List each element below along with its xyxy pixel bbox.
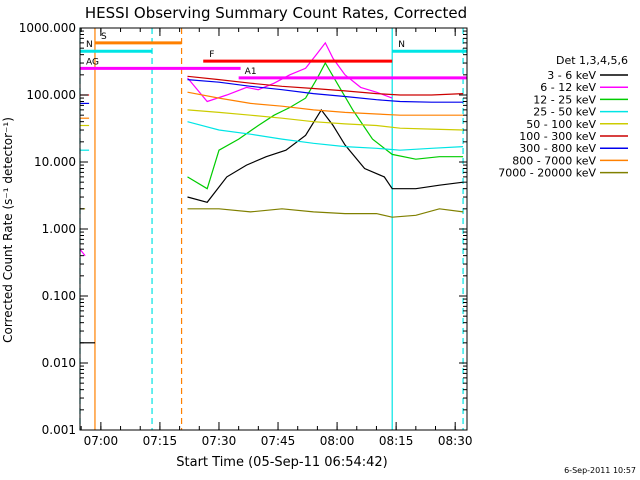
footer-date: 6-Sep-2011 10:57 [564,466,636,475]
annotation-label-ag-4: AG [86,57,99,67]
legend-title: Det 1,3,4,5,6 [556,54,628,67]
legend-label-1: 6 - 12 keV [540,81,596,94]
x-tick-label-4: 08:00 [320,434,355,448]
series-line-0-1 [187,108,464,203]
y-tick-label-4: 0.100 [42,289,76,303]
x-tick-label-0: 07:00 [84,434,119,448]
legend-label-2: 12 - 25 keV [533,93,596,106]
x-tick-label-5: 08:15 [379,434,414,448]
legend-label-4: 50 - 100 keV [526,118,596,131]
series-line-2-0 [187,61,464,190]
annotation-label-n-1: N [86,40,93,50]
y-tick-label-2: 10.000 [34,155,76,169]
legend-label-7: 800 - 7000 keV [512,154,596,167]
annotation-label-a1-5: A1 [245,67,257,77]
y-tick-label-5: 0.010 [42,356,76,370]
annotation-label-n-2: N [398,40,405,50]
series-line-8-1 [187,208,464,218]
legend-label-6: 300 - 800 keV [519,142,596,155]
series-line-1-1 [187,41,393,103]
series-line-1-0 [79,248,86,257]
x-tick-label-6: 08:30 [438,434,473,448]
annotation-label-s-0: S [101,32,107,42]
y-tick-label-3: 1.000 [42,222,76,236]
series-line-3-1 [187,121,464,151]
axes: 1000.000 100.000 10.000 1.000 0.100 0.010 0.00… [19,21,473,448]
legend-label-0: 3 - 6 keV [547,69,596,82]
y-tick-label-0: 1000.000 [19,21,76,35]
chart-title: HESSI Observing Summary Count Rates, Cor… [85,4,467,22]
series-layer [79,41,464,344]
legend-label-5: 100 - 300 keV [519,130,596,143]
x-axis-label: Start Time (05-Sep-11 06:54:42) [176,455,387,470]
y-axis-label: Corrected Count Rate (s⁻¹ detector⁻¹) [1,117,15,343]
annotation-label-f-3: F [209,50,214,60]
x-tick-label-3: 07:45 [261,434,296,448]
x-tick-label-1: 07:15 [143,434,178,448]
series-line-5-1 [187,75,464,96]
series-line-4-1 [187,109,464,131]
y-tick-label-6: 0.001 [42,423,76,437]
series-line-7-1 [187,91,464,116]
y-tick-label-1: 100.000 [26,88,76,102]
legend-label-3: 25 - 50 keV [533,106,596,119]
legend-label-8: 7000 - 20000 keV [498,167,596,180]
series-line-6-1 [187,79,464,103]
x-tick-label-2: 07:30 [202,434,237,448]
